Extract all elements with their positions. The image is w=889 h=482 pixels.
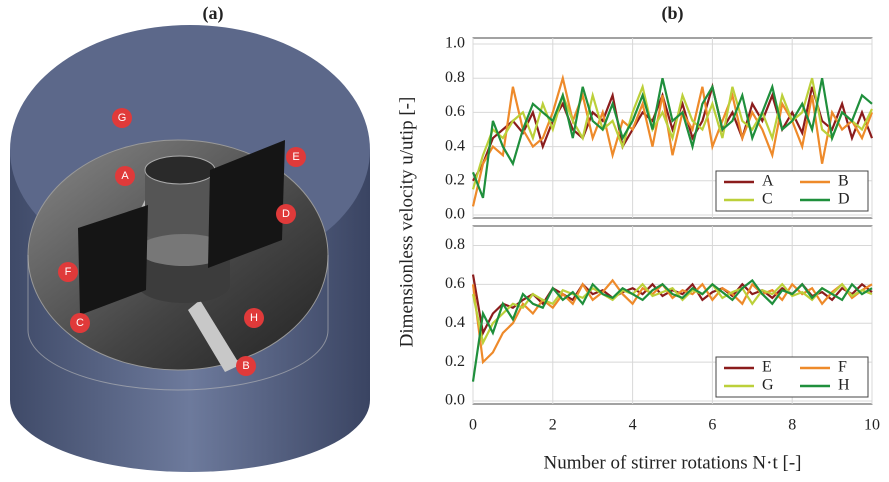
legend-label: H [838,377,850,394]
y-tick-label: 0.4 [445,314,465,331]
legend-label: F [838,359,847,376]
x-tick-label: 2 [549,417,557,434]
legend-label: A [762,173,774,190]
y-tick-label: 0.8 [445,69,465,86]
y-tick-label: 0.6 [445,275,465,292]
marker-label: C [76,317,84,329]
marker-label: F [65,266,72,278]
y-tick-label: 0.2 [445,171,465,188]
y-tick-label: 0.0 [445,206,465,223]
legend-label: D [838,191,850,208]
y-tick-label: 1.0 [445,35,465,52]
y-tick-label: 0.2 [445,353,465,370]
y-tick-label: 0.8 [445,236,465,253]
y-axis-label: Dimensionless velocity u/utip [-] [396,97,417,348]
marker-label: A [121,170,129,182]
legend-label: C [762,191,773,208]
x-tick-label: 8 [788,417,796,434]
y-tick-label: 0.4 [445,137,465,154]
x-tick-label: 6 [708,417,716,434]
legend-label: G [762,377,774,394]
figure: (a) G A E D F C H B 0.0 0.2 0.4 0.6 0.8 1.0 A B… [0,0,889,482]
vessel-render [10,25,370,472]
marker-label: H [250,312,258,324]
x-axis-label: Number of stirrer rotations N·t [-] [543,452,801,473]
x-tick-label: 10 [864,417,880,434]
y-tick-label: 0.0 [445,392,465,409]
marker-label: B [242,360,249,372]
y-tick-label: 0.6 [445,103,465,120]
panel-label: (b) [662,3,684,24]
legend-label: E [762,359,772,376]
x-tick-label: 0 [469,417,477,434]
marker-label: G [118,112,127,124]
legend-label: B [838,173,849,190]
x-tick-label: 4 [629,417,637,434]
marker-label: D [282,208,290,220]
legend: E F G H [716,357,868,397]
legend: A B C D [716,171,868,211]
marker-label: E [292,151,299,163]
panel-label: (a) [203,3,224,24]
